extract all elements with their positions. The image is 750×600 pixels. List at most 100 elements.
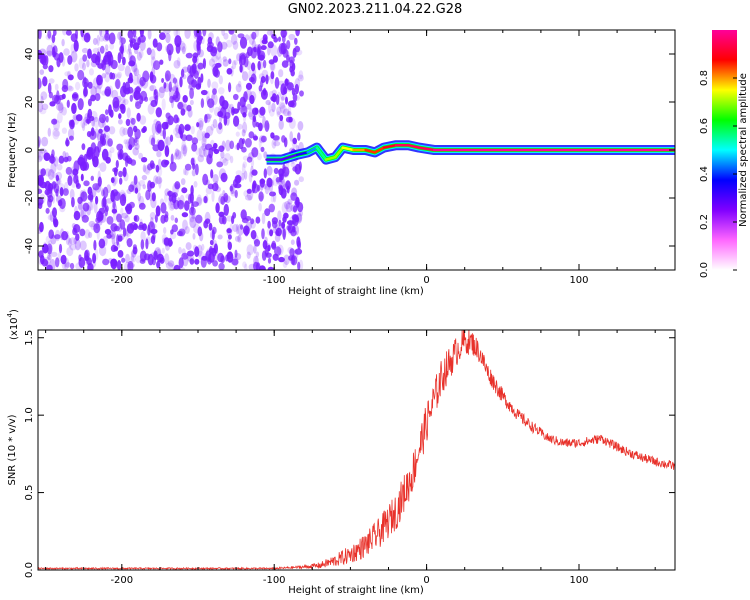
noise-blob (121, 191, 127, 202)
noise-blob (139, 39, 146, 51)
noise-blob (182, 219, 188, 231)
noise-blob (119, 43, 127, 54)
x-tick-label: -100 (263, 575, 286, 586)
noise-blob (133, 63, 138, 76)
noise-blob (61, 106, 67, 116)
noise-blob (184, 124, 191, 131)
noise-blob (255, 251, 260, 258)
spectrogram-y-ticks: -40 -20 0 20 40 (24, 48, 675, 254)
noise-blob (286, 40, 291, 50)
noise-blob (224, 153, 231, 161)
noise-blob (292, 217, 297, 225)
noise-blob (150, 74, 157, 84)
noise-blob (134, 128, 141, 140)
noise-blob (73, 224, 81, 233)
noise-blob (125, 253, 130, 264)
noise-blob (237, 223, 244, 236)
noise-blob (149, 96, 156, 102)
noise-blob (278, 184, 283, 191)
noise-blob (231, 258, 239, 266)
noise-blob (102, 134, 110, 146)
noise-blob (192, 233, 196, 240)
noise-blob (197, 226, 203, 237)
noise-blob (102, 186, 109, 198)
noise-blob (95, 195, 99, 205)
noise-blob (128, 136, 136, 148)
noise-blob (39, 148, 46, 154)
noise-blob (134, 142, 140, 150)
noise-blob (119, 177, 123, 185)
noise-blob (263, 168, 267, 179)
noise-blob (218, 75, 223, 85)
noise-blob (164, 70, 171, 82)
noise-blob (227, 241, 232, 251)
noise-blob (196, 129, 203, 141)
noise-blob (116, 101, 124, 112)
noise-blob (198, 146, 206, 158)
noise-blob (280, 105, 287, 115)
noise-blob (123, 261, 131, 270)
noise-blob (104, 72, 111, 83)
noise-blob (101, 188, 105, 197)
noise-blob (223, 203, 229, 216)
noise-blob (102, 36, 110, 42)
noise-blob (41, 103, 49, 111)
snr-panel: -200 -100 0 100 0.0 0.5 1.0 1.5 Height of stra… (6, 309, 676, 596)
snr-y-multiplier-base: (x10 (9, 317, 20, 340)
noise-blob (87, 264, 92, 270)
signal-track-core (417, 146, 436, 152)
noise-blob (222, 59, 229, 67)
noise-blob (266, 177, 273, 188)
noise-blob (189, 216, 197, 229)
noise-blob (88, 231, 93, 239)
noise-blob (75, 183, 81, 189)
noise-blob (61, 85, 69, 93)
noise-blob (156, 260, 161, 269)
noise-blob (187, 74, 194, 85)
noise-blob (184, 163, 192, 171)
noise-blob (265, 252, 272, 258)
noise-blob (168, 49, 172, 62)
noise-blob (179, 194, 185, 205)
noise-blob (159, 32, 166, 40)
noise-blob (158, 87, 165, 99)
noise-blob (276, 111, 281, 117)
snr-y-ticks: 0.0 0.5 1.0 1.5 (24, 330, 675, 578)
colorbar-tick-label: 0.6 (699, 118, 710, 134)
noise-blob (86, 201, 93, 212)
noise-blob (258, 88, 264, 95)
noise-blob (135, 85, 141, 95)
noise-blob (280, 173, 284, 185)
noise-blob (61, 260, 67, 270)
noise-blob (122, 56, 126, 66)
noise-blob (174, 181, 181, 190)
noise-blob (282, 260, 288, 269)
noise-blob (245, 82, 253, 90)
noise-blob (147, 30, 152, 40)
noise-blob (248, 131, 255, 139)
noise-blob (280, 188, 287, 199)
x-tick-label: -200 (110, 575, 133, 586)
noise-blob (128, 51, 133, 61)
noise-blob (129, 255, 136, 263)
spectrogram-x-ticks: -200 -100 0 100 (45, 30, 656, 286)
signal-track-core (324, 155, 337, 161)
noise-blob (180, 178, 186, 186)
noise-blob (54, 234, 61, 240)
noise-blob (195, 148, 202, 156)
noise-blob (93, 223, 101, 234)
noise-blob (297, 261, 301, 270)
noise-blob (61, 38, 65, 47)
noise-blob (196, 122, 200, 128)
noise-blob (281, 60, 289, 68)
noise-blob (59, 187, 64, 197)
noise-blob (119, 103, 125, 110)
noise-blob (178, 230, 185, 238)
noise-blob (69, 237, 77, 245)
noise-blob (213, 62, 220, 70)
noise-blob (280, 42, 287, 55)
noise-blob (269, 229, 274, 237)
noise-blob (83, 153, 88, 163)
colorbar-tick-label: 0.8 (699, 70, 710, 86)
noise-blob (133, 215, 138, 222)
